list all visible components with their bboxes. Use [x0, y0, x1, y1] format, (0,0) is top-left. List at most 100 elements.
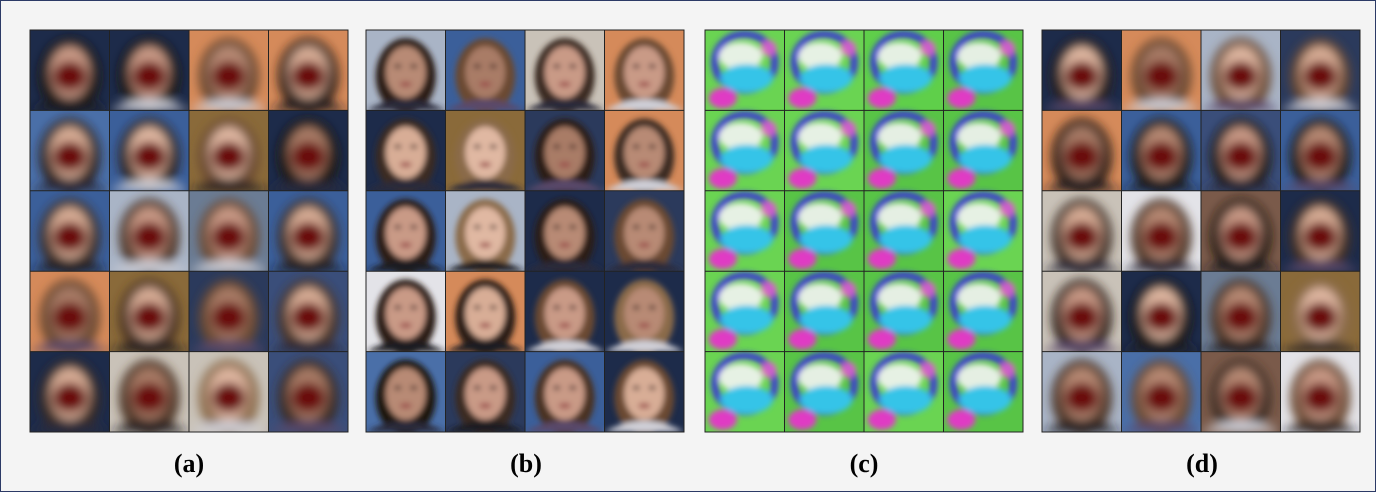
mask-blob: [1065, 383, 1099, 413]
cyan-blob: [880, 305, 932, 333]
image-cell: [705, 191, 785, 271]
mask-blob: [291, 61, 325, 91]
magenta-blob: [840, 201, 856, 217]
magenta-blob: [761, 362, 777, 378]
mouth: [638, 82, 650, 87]
mask-blob: [1224, 61, 1258, 91]
magenta-blob: [947, 410, 975, 430]
mouth: [638, 243, 650, 248]
mask-blob: [1224, 142, 1258, 172]
image-cell: [705, 110, 785, 190]
page: (a) (b) (c) (d) (() => { const data = JS…: [0, 0, 1376, 492]
image-cell: [1042, 191, 1122, 275]
magenta-blob: [920, 201, 936, 217]
mask-blob: [53, 302, 87, 332]
eye: [410, 305, 417, 309]
eye: [649, 145, 656, 149]
magenta-blob: [709, 410, 737, 430]
image-cell: [30, 191, 110, 275]
cyan-blob: [959, 225, 1011, 253]
image-cell: [1122, 191, 1202, 275]
eye: [553, 145, 560, 149]
magenta-blob: [761, 201, 777, 217]
mask-blob: [53, 61, 87, 91]
skin: [465, 368, 505, 420]
cyan-blob: [721, 386, 773, 414]
image-cell: [1281, 30, 1361, 114]
skin: [624, 368, 664, 420]
eye: [553, 225, 560, 229]
image-cell: [366, 352, 446, 436]
image-cell: [189, 352, 269, 436]
image-cell: [864, 110, 944, 190]
eye: [569, 145, 576, 149]
eye: [490, 305, 497, 309]
mask-blob: [1065, 302, 1099, 332]
image-cell: [366, 191, 446, 275]
image-cell: [110, 110, 190, 194]
mask-blob: [1303, 142, 1337, 172]
panel-label: (b): [510, 449, 542, 478]
image-cell: [525, 110, 605, 194]
mask-blob: [212, 383, 246, 413]
cyan-blob: [880, 386, 932, 414]
image-cell: [1281, 191, 1361, 275]
image-cell: [944, 30, 1024, 110]
magenta-blob: [840, 121, 856, 137]
image-cell: [189, 191, 269, 275]
skin: [545, 368, 585, 420]
magenta-blob: [709, 88, 737, 108]
image-cell: [110, 352, 190, 436]
mouth: [400, 403, 412, 408]
eye: [394, 64, 401, 68]
image-cell: [705, 30, 785, 110]
magenta-blob: [709, 329, 737, 349]
image-cell: [446, 30, 526, 114]
mask-blob: [132, 302, 166, 332]
image-cell: [785, 352, 865, 432]
magenta-blob: [840, 362, 856, 378]
eye: [553, 386, 560, 390]
image-cell: [1122, 110, 1202, 194]
panel-label: (c): [850, 449, 879, 478]
magenta-blob: [947, 249, 975, 269]
image-cell: [1122, 352, 1202, 436]
skin: [465, 287, 505, 339]
eye: [490, 64, 497, 68]
mask-blob: [1303, 222, 1337, 252]
mask-blob: [132, 61, 166, 91]
image-cell: [1122, 271, 1202, 355]
mask-blob: [1144, 302, 1178, 332]
mouth: [479, 82, 491, 87]
image-cell: [30, 30, 110, 114]
mask-blob: [1144, 61, 1178, 91]
eye: [490, 386, 497, 390]
magenta-blob: [999, 201, 1015, 217]
mouth: [638, 323, 650, 328]
mask-blob: [291, 222, 325, 252]
skin: [545, 207, 585, 259]
image-cell: [1042, 352, 1122, 436]
mask-blob: [53, 222, 87, 252]
mask-blob: [291, 142, 325, 172]
image-cell: [605, 191, 685, 275]
image-cell: [525, 352, 605, 436]
image-cell: [1201, 271, 1281, 355]
image-cell: [189, 110, 269, 194]
eye: [569, 305, 576, 309]
magenta-blob: [788, 169, 816, 189]
cyan-blob: [721, 145, 773, 173]
image-cell: [189, 271, 269, 355]
image-cell: [446, 352, 526, 436]
magenta-blob: [947, 329, 975, 349]
eye: [394, 386, 401, 390]
mask-blob: [1303, 302, 1337, 332]
cyan-blob: [800, 386, 852, 414]
magenta-blob: [761, 281, 777, 297]
cyan-blob: [800, 225, 852, 253]
mouth: [559, 82, 571, 87]
eye: [649, 305, 656, 309]
cyan-blob: [721, 305, 773, 333]
image-cell: [785, 110, 865, 190]
mouth: [559, 403, 571, 408]
